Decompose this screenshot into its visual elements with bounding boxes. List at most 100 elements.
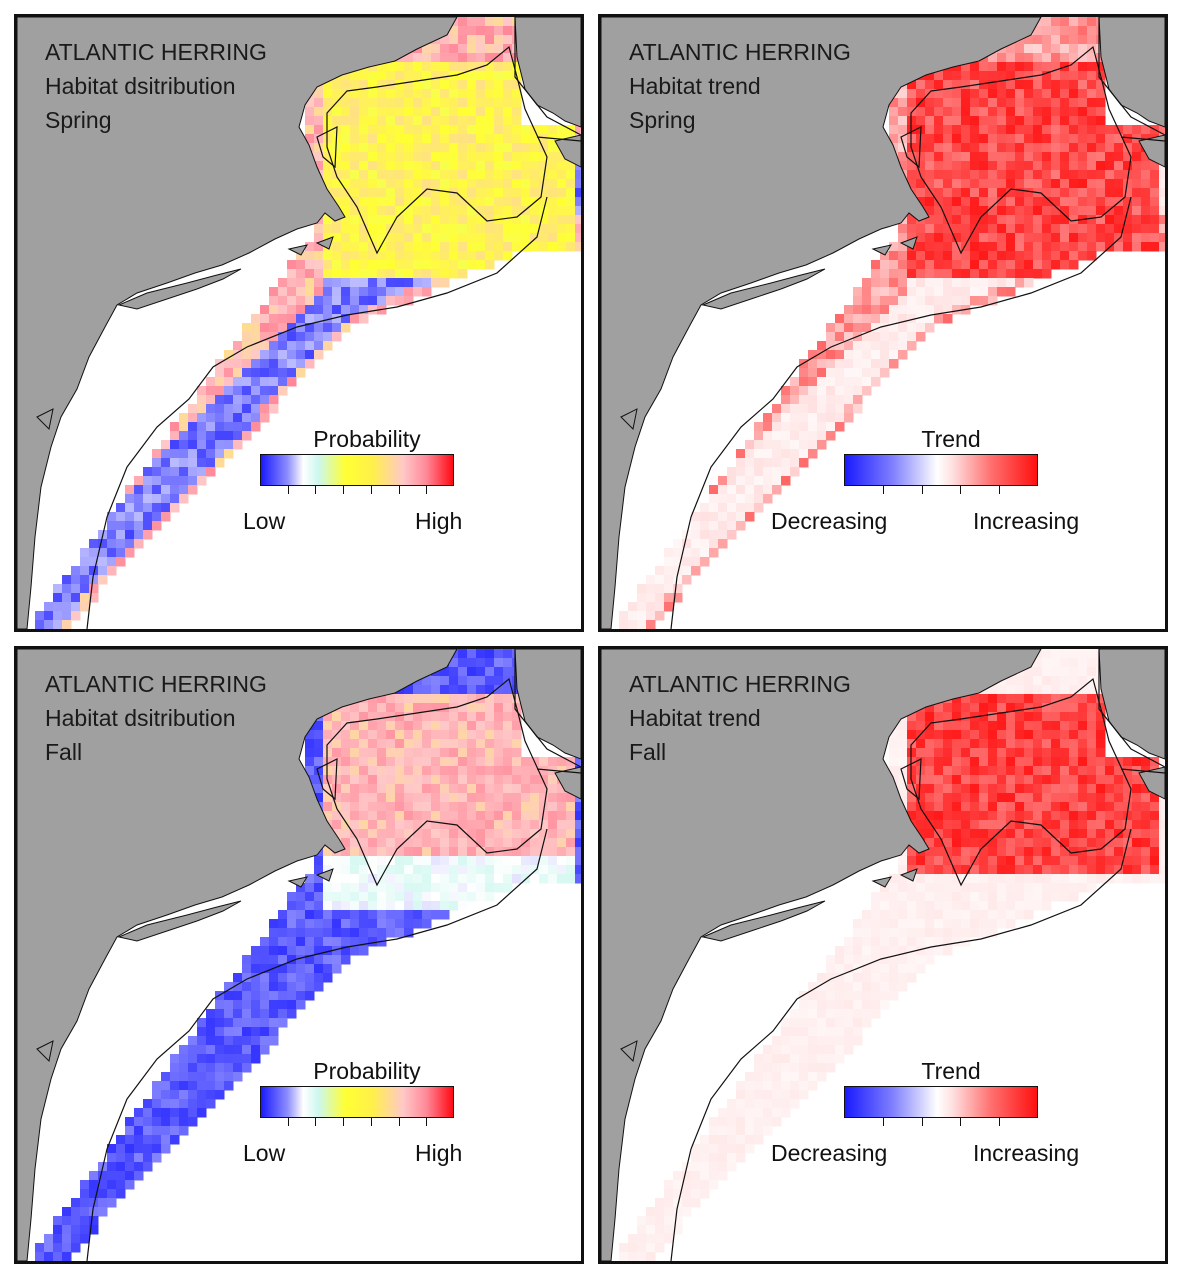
habitat-cell (1087, 179, 1097, 189)
habitat-cell (907, 901, 917, 911)
habitat-cell (799, 1081, 809, 1091)
habitat-cell (152, 1126, 162, 1136)
habitat-cell (368, 242, 378, 252)
habitat-cell (718, 494, 728, 504)
habitat-cell (745, 458, 755, 468)
habitat-cell (242, 1000, 252, 1010)
habitat-cell (898, 919, 908, 929)
habitat-cell (386, 287, 396, 297)
habitat-cell (1078, 757, 1088, 767)
habitat-cell (458, 658, 468, 668)
habitat-cell (1024, 116, 1034, 126)
habitat-cell (1015, 694, 1025, 704)
habitat-cell (1006, 847, 1016, 857)
habitat-cell (988, 802, 998, 812)
habitat-cell (224, 1009, 234, 1019)
habitat-cell (898, 332, 908, 342)
habitat-cell (305, 730, 315, 740)
habitat-cell (350, 71, 360, 81)
habitat-cell (224, 1018, 234, 1028)
habitat-cell (727, 521, 737, 531)
habitat-cell (781, 1072, 791, 1082)
habitat-cell (305, 116, 315, 126)
habitat-cell (1006, 721, 1016, 731)
land-shape (1138, 134, 1165, 168)
habitat-cell (242, 368, 252, 378)
habitat-cell (314, 964, 324, 974)
habitat-cell (467, 53, 477, 63)
habitat-cell (862, 973, 872, 983)
habitat-cell (548, 215, 558, 225)
habitat-cell (844, 323, 854, 333)
habitat-cell (395, 694, 405, 704)
habitat-cell (880, 260, 890, 270)
habitat-cell (763, 1099, 773, 1109)
habitat-cell (296, 287, 306, 297)
habitat-cell (925, 116, 935, 126)
habitat-cell (1051, 847, 1061, 857)
habitat-cell (1087, 125, 1097, 135)
habitat-cell (323, 80, 333, 90)
habitat-cell (197, 395, 207, 405)
habitat-cell (404, 865, 414, 875)
habitat-cell (1060, 757, 1070, 767)
habitat-cell (467, 676, 477, 686)
habitat-cell (494, 883, 504, 893)
habitat-cell (503, 251, 513, 261)
habitat-cell (1096, 820, 1106, 830)
habitat-cell (1060, 125, 1070, 135)
habitat-cell (323, 341, 333, 351)
habitat-cell (898, 739, 908, 749)
habitat-cell (476, 17, 486, 27)
habitat-cell (1033, 26, 1043, 36)
habitat-cell (548, 143, 558, 153)
habitat-cell (557, 233, 567, 243)
habitat-cell (377, 892, 387, 902)
habitat-cell (925, 197, 935, 207)
habitat-cell (188, 440, 198, 450)
habitat-cell (251, 404, 261, 414)
habitat-cell (880, 314, 890, 324)
habitat-cell (1096, 89, 1106, 99)
habitat-cell (467, 847, 477, 857)
habitat-cell (934, 89, 944, 99)
habitat-cell (422, 829, 432, 839)
habitat-cell (1114, 847, 1124, 857)
habitat-cell (503, 35, 513, 45)
habitat-cell (1024, 829, 1034, 839)
legend-tick (287, 1118, 289, 1126)
habitat-cell (332, 197, 342, 207)
habitat-cell (422, 62, 432, 72)
habitat-cell (377, 784, 387, 794)
habitat-cell (359, 703, 369, 713)
habitat-cell (368, 937, 378, 947)
habitat-cell (1087, 206, 1097, 216)
habitat-cell (700, 521, 710, 531)
habitat-cell (341, 71, 351, 81)
habitat-cell (80, 593, 90, 603)
habitat-cell (476, 152, 486, 162)
habitat-cell (251, 350, 261, 360)
habitat-cell (781, 1045, 791, 1055)
habitat-cell (1123, 775, 1133, 785)
habitat-cell (395, 910, 405, 920)
habitat-cell (242, 973, 252, 983)
habitat-cell (862, 350, 872, 360)
habitat-cell (98, 1189, 108, 1199)
habitat-cell (1006, 251, 1016, 261)
habitat-cell (1033, 116, 1043, 126)
habitat-cell (251, 973, 261, 983)
habitat-cell (80, 557, 90, 567)
habitat-cell (377, 703, 387, 713)
habitat-cell (161, 503, 171, 513)
habitat-cell (979, 134, 989, 144)
habitat-cell (512, 125, 522, 135)
habitat-cell (350, 80, 360, 90)
habitat-cell (368, 260, 378, 270)
habitat-cell (224, 1027, 234, 1037)
habitat-cell (1024, 757, 1034, 767)
habitat-cell (323, 134, 333, 144)
habitat-cell (251, 964, 261, 974)
habitat-cell (808, 431, 818, 441)
habitat-cell (844, 982, 854, 992)
